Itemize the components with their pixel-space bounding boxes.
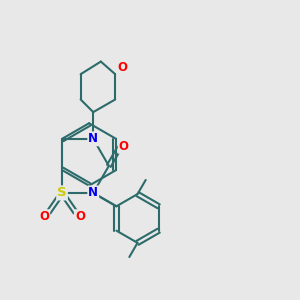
Text: S: S <box>57 186 67 200</box>
Text: O: O <box>39 210 49 223</box>
Text: O: O <box>119 140 129 153</box>
Text: O: O <box>75 210 85 223</box>
Text: N: N <box>88 186 98 200</box>
Text: N: N <box>88 132 98 146</box>
Text: O: O <box>118 61 128 74</box>
